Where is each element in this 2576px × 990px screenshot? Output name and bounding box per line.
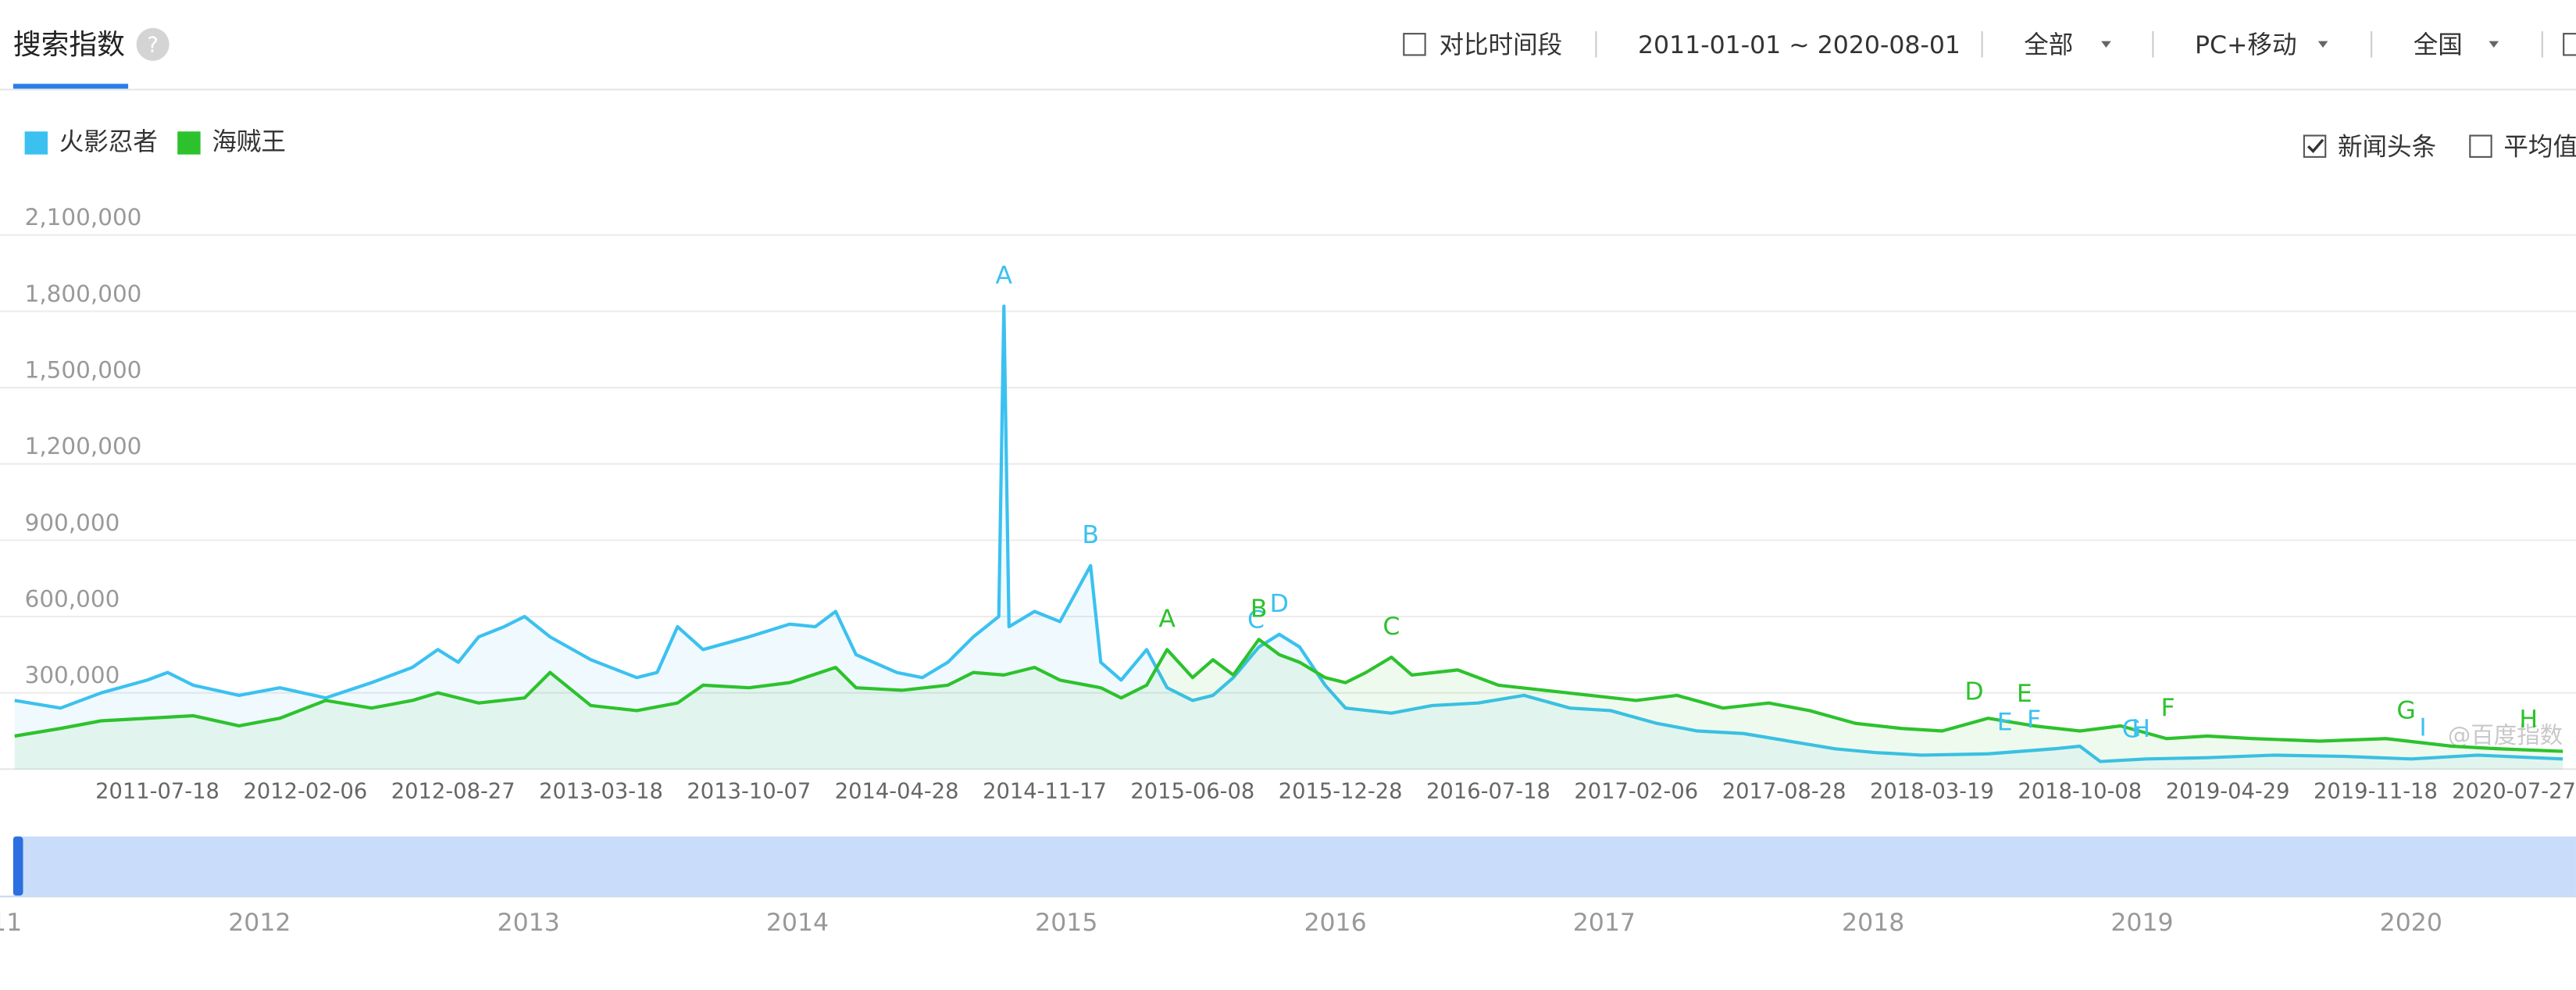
dropdown-arrow[interactable] bbox=[2317, 41, 2328, 48]
navigator-year: 2016 bbox=[1304, 909, 1366, 937]
x-tick-label: 2018-03-19 bbox=[1870, 779, 1994, 803]
x-tick-label: 2017-08-28 bbox=[1722, 779, 1846, 803]
event-marker[interactable]: B bbox=[1082, 521, 1099, 549]
option-checkbox[interactable] bbox=[2469, 134, 2492, 158]
compare-checkbox[interactable] bbox=[1403, 33, 1426, 56]
event-marker[interactable]: C bbox=[1247, 606, 1265, 634]
x-tick-label: 2018-10-08 bbox=[2018, 779, 2142, 803]
separator bbox=[1981, 30, 1983, 58]
x-tick-label: 2012-02-06 bbox=[243, 779, 367, 803]
series-area bbox=[14, 639, 2564, 770]
separator bbox=[2541, 30, 2543, 58]
event-marker[interactable]: A bbox=[1158, 605, 1176, 633]
navigator-year: 2019 bbox=[2110, 909, 2173, 937]
dropdown-arrow[interactable] bbox=[2489, 41, 2499, 48]
page-title: 搜索指数 bbox=[13, 29, 125, 61]
x-tick-label: 2014-04-28 bbox=[835, 779, 959, 803]
navigator-handle[interactable] bbox=[12, 836, 23, 896]
event-marker[interactable]: F bbox=[2027, 706, 2041, 734]
y-tick-label: 300,000 bbox=[25, 662, 120, 688]
event-marker[interactable]: H bbox=[2519, 706, 2538, 734]
event-marker[interactable]: I bbox=[2419, 714, 2426, 742]
x-tick-label: 2020-07-27 bbox=[2452, 779, 2576, 803]
option-checkbox[interactable] bbox=[2303, 134, 2327, 158]
navigator-axis bbox=[0, 895, 2576, 898]
event-marker[interactable]: C bbox=[1383, 613, 1400, 641]
event-marker[interactable]: F bbox=[2161, 694, 2175, 722]
help-icon[interactable] bbox=[136, 27, 169, 61]
x-tick-label: 2013-03-18 bbox=[539, 779, 663, 803]
legend-swatch[interactable] bbox=[24, 131, 48, 155]
event-marker[interactable]: H bbox=[2132, 715, 2150, 743]
event-marker[interactable]: D bbox=[1270, 590, 1289, 618]
option-label[interactable]: 平均值 bbox=[2503, 133, 2576, 161]
legend-label[interactable]: 海贼王 bbox=[212, 128, 286, 156]
legend-swatch[interactable] bbox=[177, 131, 201, 155]
event-marker[interactable]: G bbox=[2122, 715, 2141, 743]
export-icon[interactable] bbox=[2563, 33, 2576, 56]
navigator-year: 2011 bbox=[0, 909, 22, 937]
event-marker[interactable]: E bbox=[2017, 680, 2032, 708]
x-tick-label: 2011-07-18 bbox=[95, 779, 219, 803]
navigator-year: 2014 bbox=[766, 909, 829, 937]
date-range[interactable]: 2011-01-01 ~ 2020-08-01 bbox=[1638, 31, 1961, 59]
filter[interactable]: 全国 bbox=[2414, 31, 2463, 59]
series-line bbox=[14, 304, 2564, 763]
y-tick-label: 600,000 bbox=[25, 585, 120, 612]
filter[interactable]: PC+移动 bbox=[2195, 31, 2297, 59]
series-area bbox=[14, 306, 2564, 770]
divider bbox=[0, 88, 2576, 91]
dropdown-arrow[interactable] bbox=[2101, 41, 2111, 48]
navigator[interactable] bbox=[12, 836, 2576, 896]
filter[interactable]: 全部 bbox=[2024, 31, 2073, 59]
tab-underline bbox=[12, 84, 129, 89]
event-marker[interactable]: G bbox=[2396, 696, 2415, 724]
check-mark[interactable] bbox=[2307, 138, 2324, 153]
navigator-year: 2013 bbox=[498, 909, 560, 937]
x-tick-label: 2016-07-18 bbox=[1426, 779, 1550, 803]
x-tick-label: 2015-06-08 bbox=[1130, 779, 1254, 803]
x-tick-label: 2012-08-27 bbox=[391, 779, 516, 803]
x-tick-label: 2015-12-28 bbox=[1279, 779, 1403, 803]
help-mark[interactable]: ? bbox=[147, 33, 159, 57]
y-tick-label: 900,000 bbox=[25, 509, 120, 536]
event-marker[interactable]: E bbox=[1997, 708, 2013, 736]
y-tick-label: 1,500,000 bbox=[25, 357, 142, 384]
x-tick-label: 2019-04-29 bbox=[2166, 779, 2290, 803]
x-tick-label: 2013-10-07 bbox=[687, 779, 811, 803]
series-line bbox=[14, 638, 2564, 753]
y-tick-label: 2,100,000 bbox=[25, 204, 142, 231]
separator bbox=[1595, 30, 1597, 58]
x-tick-label: 2014-11-17 bbox=[983, 779, 1107, 803]
event-marker[interactable]: B bbox=[1251, 595, 1268, 623]
event-marker[interactable]: A bbox=[995, 262, 1012, 290]
navigator-year: 2018 bbox=[1842, 909, 1904, 937]
y-tick-label: 1,800,000 bbox=[25, 281, 142, 307]
navigator-year: 2012 bbox=[228, 909, 291, 937]
compare-label[interactable]: 对比时间段 bbox=[1439, 31, 1562, 59]
navigator-year: 2020 bbox=[2380, 909, 2442, 937]
navigator-year: 2017 bbox=[1573, 909, 1636, 937]
navigator-year: 2015 bbox=[1035, 909, 1097, 937]
legend-label[interactable]: 火影忍者 bbox=[59, 128, 158, 156]
separator bbox=[2371, 30, 2373, 58]
separator bbox=[2152, 30, 2154, 58]
option-label[interactable]: 新闻头条 bbox=[2338, 133, 2436, 161]
x-tick-label: 2019-11-18 bbox=[2314, 779, 2438, 803]
watermark: @百度指数 bbox=[2448, 722, 2563, 749]
event-marker[interactable]: D bbox=[1964, 677, 1983, 706]
x-tick-label: 2017-02-06 bbox=[1574, 779, 1698, 803]
y-tick-label: 1,200,000 bbox=[25, 433, 142, 459]
